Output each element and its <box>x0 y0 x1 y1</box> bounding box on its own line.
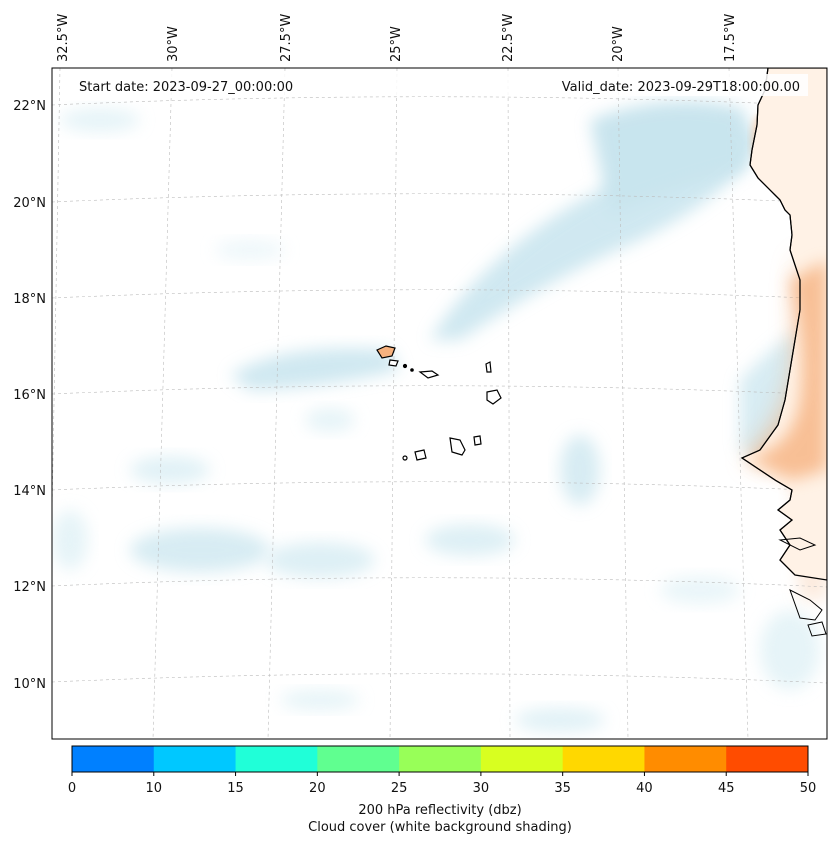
colorbar-segment <box>644 746 727 772</box>
start-date-text: Start date: 2023-09-27_00:00:00 <box>79 80 293 95</box>
map-border <box>51 67 828 740</box>
colorbar <box>71 745 809 773</box>
colorbar-tick-label: 20 <box>309 781 326 796</box>
colorbar-tick-label: 25 <box>391 781 408 796</box>
colorbar-sublabel: Cloud cover (white background shading) <box>308 820 572 835</box>
info-band <box>68 74 808 96</box>
colorbar-ticks: 0 10 15 20 25 30 35 40 45 50 <box>68 772 816 796</box>
colorbar-tick-label: 30 <box>473 781 490 796</box>
colorbar-tick-label: 50 <box>800 781 817 796</box>
lon-label: 25°W <box>389 26 404 62</box>
colorbar-tick-label: 40 <box>636 781 653 796</box>
lon-label: 22.5°W <box>501 14 516 62</box>
lat-label: 16°N <box>13 388 46 403</box>
coastal-reflectivity <box>748 260 827 480</box>
colorbar-tick-label: 35 <box>554 781 571 796</box>
lon-label: 27.5°W <box>279 14 294 62</box>
colorbar-border <box>71 745 809 773</box>
colorbar-label: 200 hPa reflectivity (dbz) <box>358 803 521 818</box>
lon-label: 32.5°W <box>56 14 71 62</box>
cape-verde-islands <box>376 345 502 461</box>
gambia-river <box>778 537 817 551</box>
lon-label: 20°W <box>611 26 626 62</box>
cloud-cover-shading <box>52 101 820 732</box>
colorbar-segment <box>153 746 237 772</box>
colorbar-segment <box>235 746 318 772</box>
colorbar-segment <box>562 746 645 772</box>
lat-label: 10°N <box>13 677 46 692</box>
colorbar-tick-label: 45 <box>718 781 735 796</box>
colorbar-tick-label: 10 <box>146 781 163 796</box>
lat-label: 14°N <box>13 484 46 499</box>
coastline-outline <box>740 68 801 576</box>
lon-label: 30°W <box>166 26 181 62</box>
colorbar-segment <box>317 746 400 772</box>
colorbar-tick-label: 15 <box>227 781 244 796</box>
colorbar-segment <box>480 746 564 772</box>
valid-date-text: Valid_date: 2023-09-29T18:00:00.00 <box>562 80 800 95</box>
colorbar-tick-label: 0 <box>68 781 76 796</box>
gridlines <box>52 68 827 739</box>
longitude-labels: 32.5°W 30°W 27.5°W 25°W 22.5°W 20°W 17.5… <box>56 14 738 62</box>
lon-label: 17.5°W <box>723 14 738 62</box>
colorbar-segment <box>399 746 482 772</box>
lat-label: 22°N <box>13 99 46 114</box>
bissagos-islands <box>789 588 823 621</box>
latitude-labels: 22°N 20°N 18°N 16°N 14°N 12°N 10°N <box>13 99 46 692</box>
lat-label: 18°N <box>13 292 46 307</box>
lat-label: 20°N <box>13 196 46 211</box>
colorbar-segment <box>72 746 155 772</box>
bissagos-island-2 <box>807 621 827 637</box>
lat-label: 12°N <box>13 580 46 595</box>
colorbar-segment <box>726 746 809 772</box>
